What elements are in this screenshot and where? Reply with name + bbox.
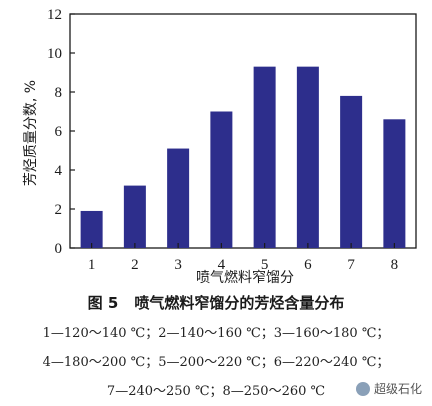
- x-tick-label: 6: [304, 257, 312, 273]
- x-tick-label: 1: [88, 257, 96, 273]
- x-tick-label: 3: [174, 257, 182, 273]
- y-tick-label: 4: [55, 163, 63, 179]
- plot-frame: [69, 13, 417, 249]
- figure-number: 图 5: [87, 294, 119, 312]
- legend-line-2: 4—180～200 ℃；5—200～220 ℃；6—220～240 ℃；: [42, 355, 390, 370]
- bar: [296, 66, 319, 249]
- bar: [210, 111, 233, 248]
- y-tick-label: 10: [47, 46, 62, 62]
- wechat-icon: [355, 381, 370, 396]
- bar: [123, 185, 146, 248]
- x-axis-label: 喷气燃料窄馏分: [196, 269, 294, 286]
- x-tick-label: 7: [347, 257, 355, 273]
- x-tick-label: 8: [391, 257, 399, 273]
- bar: [167, 148, 190, 248]
- x-tick-label: 2: [131, 257, 139, 273]
- y-tick-label: 2: [55, 202, 63, 218]
- bar: [340, 95, 363, 249]
- bar: [80, 210, 103, 248]
- x-tick-label: 5: [261, 257, 269, 273]
- y-tick-label: 8: [55, 85, 63, 101]
- x-tick-label: 4: [218, 257, 226, 273]
- y-tick-label: 0: [55, 241, 63, 257]
- legend-line-1: 1—120～140 ℃；2—140～160 ℃；3—160～180 ℃；: [42, 326, 390, 341]
- legend-line-3: 7—240～250 ℃；8—250～260 ℃: [106, 384, 326, 399]
- y-tick-label: 12: [47, 7, 62, 23]
- watermark-text: 超级石化: [373, 382, 422, 396]
- bar: [383, 119, 406, 248]
- y-tick-label: 6: [55, 124, 63, 140]
- watermark: 超级石化: [355, 380, 422, 397]
- figure-caption: 图 5 喷气燃料窄馏分的芳烃含量分布: [0, 292, 432, 313]
- bar: [253, 66, 276, 249]
- y-axis-label: 芳烃质量分数, %: [22, 80, 39, 186]
- figure-title: 喷气燃料窄馏分的芳烃含量分布: [134, 294, 345, 312]
